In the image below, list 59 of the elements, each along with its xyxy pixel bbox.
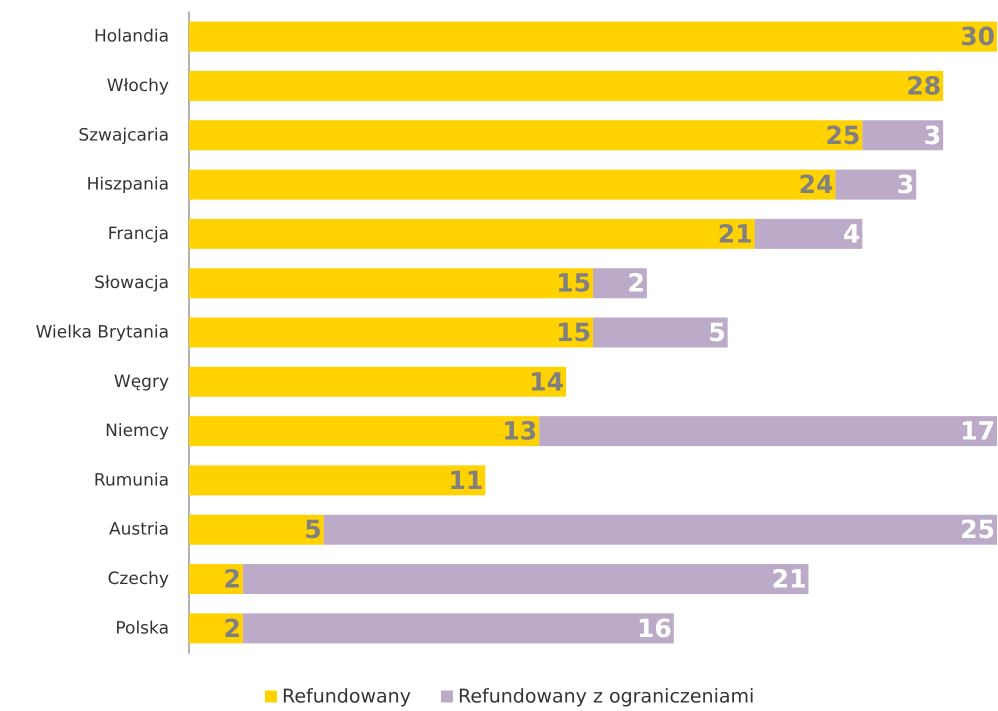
bar: [189, 218, 755, 249]
bar: [189, 613, 243, 644]
y-tick-label: Niemcy: [105, 421, 169, 442]
bar: [189, 514, 324, 545]
data-label: 21: [718, 219, 753, 248]
y-tick-label: Wielka Brytania: [36, 322, 169, 342]
bar: [189, 268, 593, 298]
data-label: 25: [826, 120, 860, 150]
data-label: 5: [708, 318, 726, 347]
y-tick-label: Hiszpania: [86, 174, 169, 195]
data-label: 4: [842, 219, 860, 248]
data-label: 28: [906, 71, 942, 100]
y-tick-label: Słowacja: [94, 273, 169, 294]
data-label: 15: [556, 268, 591, 298]
data-label: 2: [627, 268, 645, 298]
data-label: 13: [502, 416, 538, 446]
data-label: 25: [960, 515, 995, 544]
data-label: 21: [772, 564, 806, 594]
y-tick-label: Węgry: [114, 372, 169, 392]
y-tick-label: Rumunia: [94, 470, 169, 490]
y-tick-label: Francja: [108, 224, 169, 244]
data-label: 17: [960, 416, 995, 446]
bar: [593, 268, 647, 298]
bar: [862, 120, 944, 150]
data-label: 3: [924, 120, 942, 150]
bar: [189, 170, 836, 200]
bar: [189, 564, 243, 594]
data-label: 3: [896, 170, 914, 200]
bar: [324, 514, 997, 545]
bar: [189, 416, 540, 446]
bar: [189, 318, 593, 348]
bar: [189, 22, 997, 52]
data-label: 2: [223, 614, 241, 643]
bar: [189, 465, 486, 496]
y-tick-label: Szwajcaria: [78, 125, 169, 146]
bar: [189, 120, 862, 150]
y-tick-label: Polska: [115, 618, 169, 638]
bar: [189, 366, 566, 397]
bar: [835, 170, 916, 200]
data-label: 15: [556, 318, 591, 347]
y-tick-label: Włochy: [106, 76, 169, 96]
data-label: 30: [960, 22, 995, 52]
y-tick-label: Austria: [108, 520, 169, 540]
legend-label: Refundowany: [282, 686, 411, 708]
data-label: 5: [304, 515, 322, 544]
bar: [593, 318, 728, 348]
legend-label: Refundowany z ograniczeniami: [458, 686, 754, 708]
bar: [539, 416, 997, 446]
bar: [242, 613, 674, 644]
y-tick-label: Czechy: [108, 569, 169, 590]
y-tick-label: Holandia: [94, 26, 169, 47]
data-label: 11: [448, 466, 484, 495]
data-label: 24: [798, 170, 834, 200]
data-label: 14: [529, 367, 564, 396]
data-label: 2: [223, 564, 241, 594]
bar: [754, 218, 862, 249]
bar: [189, 70, 944, 101]
bar: [242, 564, 808, 594]
data-label: 16: [637, 614, 672, 643]
